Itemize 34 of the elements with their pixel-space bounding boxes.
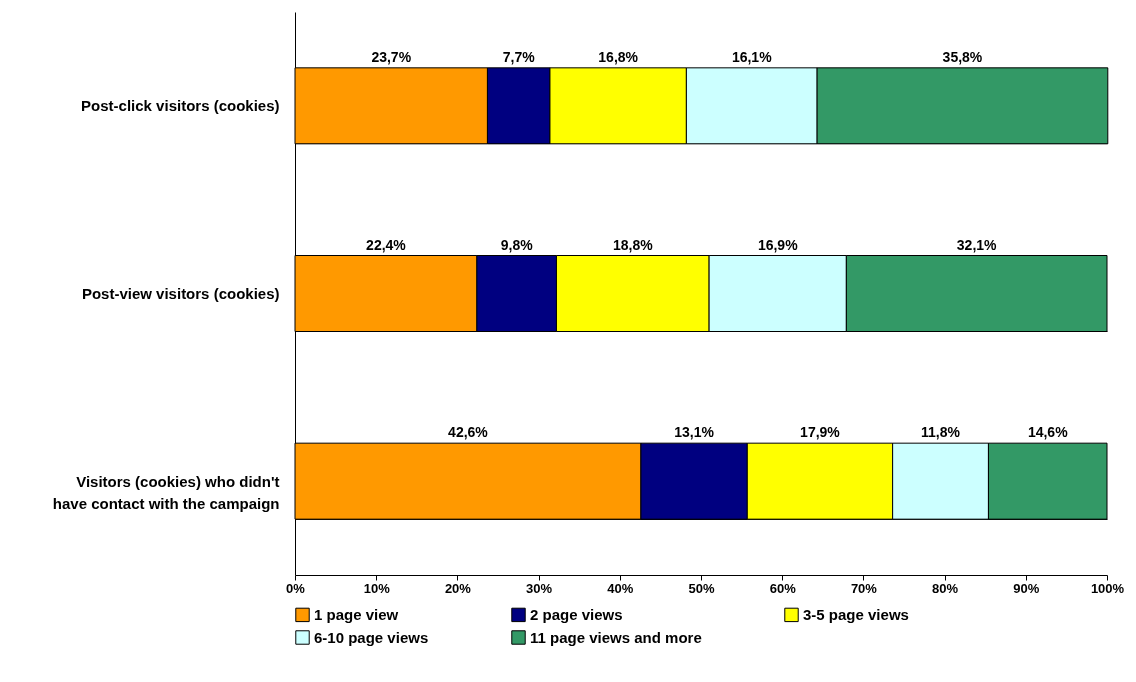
- x-tick-label: 60%: [769, 580, 797, 596]
- x-tick-label: 10%: [363, 580, 391, 596]
- data-label: 17,9%: [800, 424, 841, 441]
- data-label: 16,1%: [731, 48, 773, 65]
- data-label: 16,8%: [598, 48, 639, 65]
- x-tick-label: 100%: [1090, 580, 1125, 596]
- data-label: 7,7%: [502, 48, 536, 65]
- y-tick-label: Visitors (cookies) who didn't have contact with the campaign: [52, 472, 280, 512]
- data-label: 13,1%: [674, 424, 715, 441]
- x-tick-label: 80%: [932, 580, 959, 596]
- data-label: 11,8%: [921, 424, 961, 441]
- data-label: 14,6%: [1027, 424, 1069, 441]
- legend-label: 3-5 page views: [803, 605, 909, 623]
- x-tick-label: 0%: [286, 580, 306, 596]
- data-label: 22,4%: [366, 236, 407, 253]
- legend-label: 11 page views and more: [530, 628, 702, 646]
- data-label: 42,6%: [448, 424, 489, 441]
- data-label: 16,9%: [757, 236, 799, 253]
- data-label: 9,8%: [500, 236, 534, 253]
- data-label: 32,1%: [956, 236, 998, 253]
- data-label: 18,8%: [612, 236, 654, 253]
- x-tick-label: 20%: [444, 580, 472, 596]
- data-label: 35,8%: [942, 48, 983, 65]
- x-tick-label: 70%: [850, 580, 878, 596]
- data-label: 23,7%: [371, 48, 412, 65]
- legend-label: 6-10 page views: [314, 628, 429, 646]
- y-tick-label: Post-view visitors (cookies): [81, 285, 280, 302]
- x-tick-label: 40%: [607, 580, 634, 596]
- legend-label: 2 page views: [530, 605, 623, 623]
- x-tick-label: 50%: [688, 580, 715, 596]
- legend-label: 1 page view: [314, 605, 399, 623]
- x-tick-label: 30%: [526, 580, 553, 596]
- y-tick-label: Post-click visitors (cookies): [81, 97, 280, 115]
- x-tick-label: 90%: [1013, 580, 1040, 596]
